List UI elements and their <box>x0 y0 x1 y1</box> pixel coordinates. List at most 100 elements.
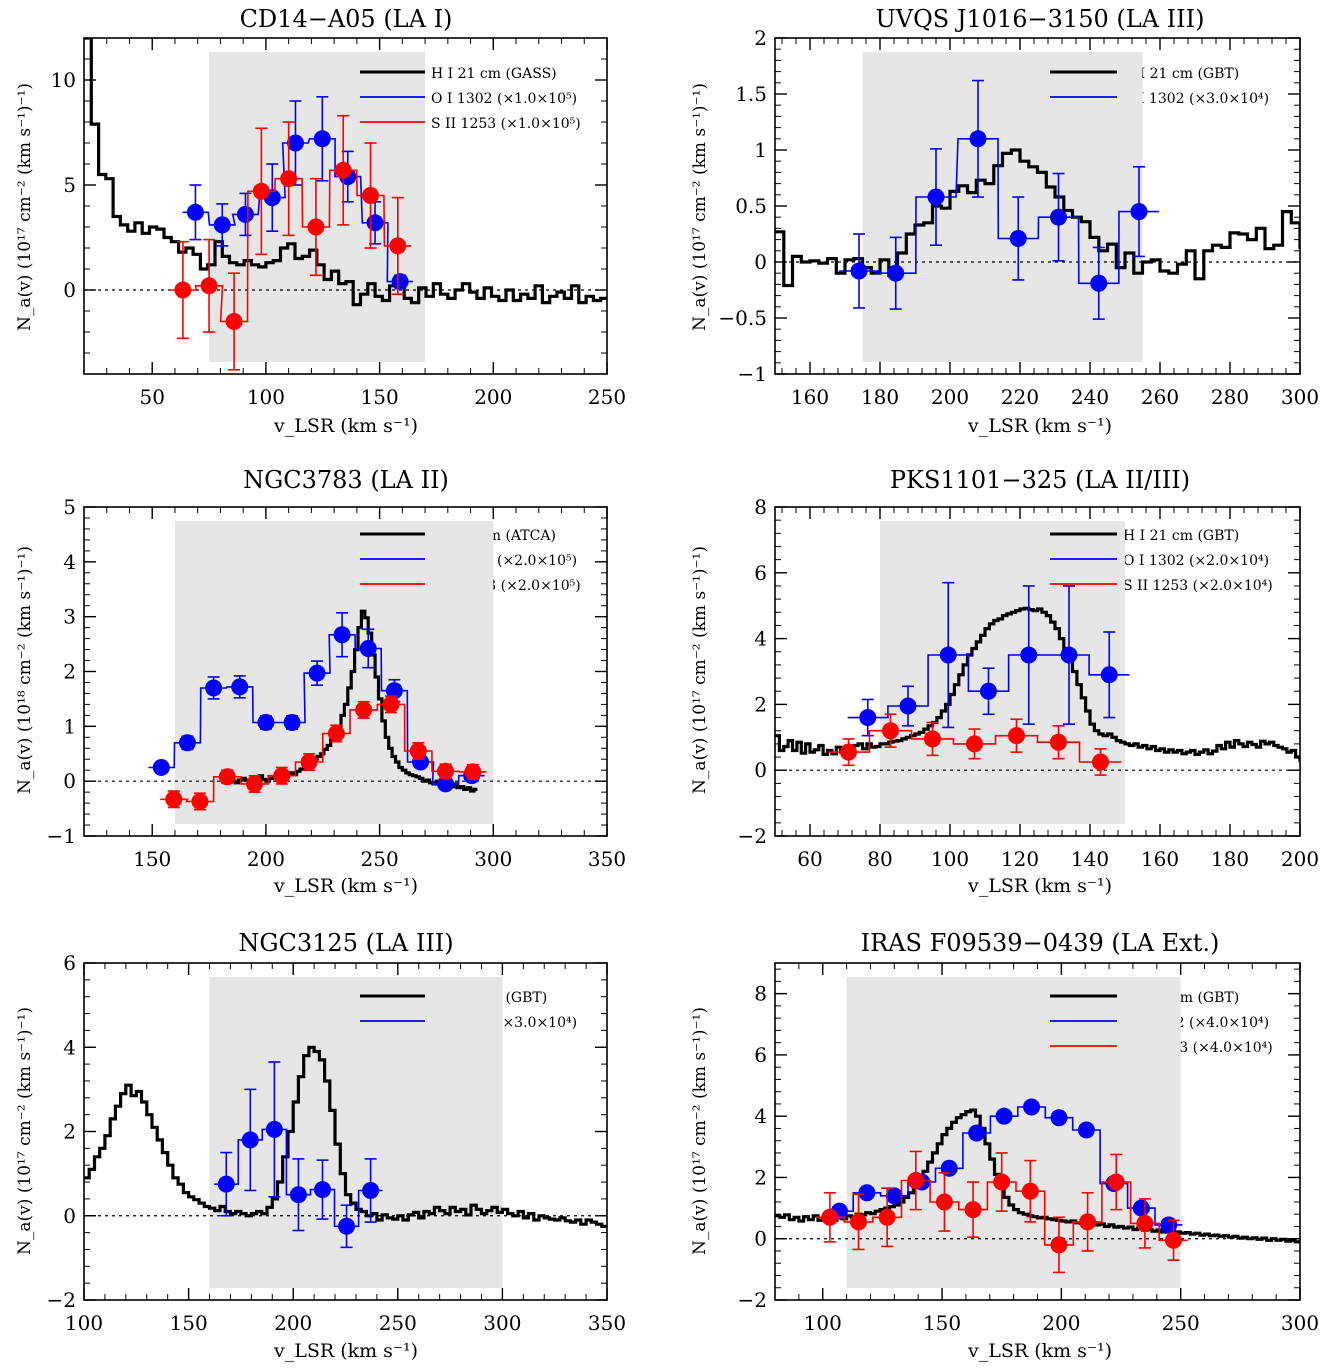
data-point-sii <box>307 218 325 236</box>
panel-uvqs-j1016: UVQS J1016−3150 (LA III) N_a(v) (10¹⁷ cm… <box>690 5 1269 437</box>
data-point-oi <box>286 134 304 152</box>
data-point-sii <box>993 1173 1011 1191</box>
x-tick-label: 200 <box>931 385 969 409</box>
data-point-oi <box>313 130 331 148</box>
x-tick-label: 120 <box>1001 847 1039 871</box>
panel-title: NGC3125 (LA III) <box>238 929 453 957</box>
data-point-oi <box>236 205 254 223</box>
data-point-sii <box>246 775 264 793</box>
y-tick-label: 2 <box>754 692 767 716</box>
shaded-range <box>862 52 1143 362</box>
data-point-oi <box>437 775 455 793</box>
legend-entry-hi: H I 21 cm (GBT) <box>1123 528 1239 544</box>
data-point-oi <box>1060 646 1078 664</box>
y-tick-label: −0.5 <box>718 306 767 330</box>
x-tick-label: 250 <box>379 1311 417 1335</box>
data-point-sii <box>273 767 291 785</box>
data-point-oi <box>980 682 997 700</box>
data-point-sii <box>200 277 218 295</box>
y-tick-label: −1 <box>738 362 767 386</box>
x-tick-label: 280 <box>1211 385 1249 409</box>
x-tick-label: 160 <box>791 385 829 409</box>
x-tick-label: 300 <box>483 1311 521 1335</box>
data-point-sii <box>1136 1214 1154 1232</box>
y-tick-label: 1.5 <box>735 82 767 106</box>
data-point-oi <box>1100 666 1118 684</box>
series-line-hi-21cm <box>775 606 1300 762</box>
data-point-oi <box>1009 229 1027 247</box>
y-axis-label: N_a(v) (10¹⁷ cm⁻² (km s⁻¹)⁻¹) <box>15 1007 35 1255</box>
y-tick-label: 0 <box>63 278 76 302</box>
y-tick-label: 1 <box>63 714 76 738</box>
x-tick-label: 300 <box>1281 1311 1319 1335</box>
legend-entry-oi: O I 1302 (×3.0×10⁴) <box>1123 91 1269 107</box>
data-point-sii <box>389 237 407 255</box>
legend-entry-hi: H I 21 cm (GASS) <box>431 66 557 82</box>
data-point-sii <box>1050 733 1067 751</box>
x-tick-label: 350 <box>588 847 626 871</box>
x-tick-label: 100 <box>247 385 285 409</box>
x-tick-label: 200 <box>274 1311 312 1335</box>
x-tick-label: 100 <box>804 1311 842 1335</box>
y-tick-label: 4 <box>63 1035 76 1059</box>
data-point-oi <box>289 1186 307 1204</box>
data-point-oi <box>858 1184 876 1202</box>
y-axis-label: N_a(v) (10¹⁷ cm⁻² (km s⁻¹)⁻¹) <box>690 1007 710 1255</box>
data-point-oi <box>241 1131 259 1149</box>
data-point-sii <box>821 1208 839 1226</box>
data-point-sii <box>1092 753 1109 771</box>
y-tick-label: 0 <box>754 1227 767 1251</box>
data-point-sii <box>966 735 983 753</box>
data-point-sii <box>1008 727 1025 745</box>
x-tick-label: 350 <box>588 1311 626 1335</box>
data-point-oi <box>1020 646 1038 664</box>
data-point-oi <box>968 1124 986 1142</box>
legend-entry-oi: O I 1302 (×2.0×10⁴) <box>1123 553 1269 569</box>
data-point-sii <box>1079 1213 1097 1231</box>
plot-area-1: 160 180 200 220 240 260 280 300 −1 −0.5 0 0.5 1 1.5 2 <box>718 26 1319 409</box>
plot-frame <box>774 506 1301 837</box>
y-tick-label: 0.5 <box>735 194 767 218</box>
x-tick-label: 240 <box>1071 385 1109 409</box>
x-tick-label: 200 <box>474 385 512 409</box>
y-tick-label: 0 <box>63 1204 76 1228</box>
y-tick-label: 8 <box>754 495 767 519</box>
data-point-sii <box>174 281 192 299</box>
x-tick-label: 180 <box>861 385 899 409</box>
plot-area-4: 100 150 200 250 300 350 −2 0 2 4 6 <box>47 951 627 1335</box>
panel-title: CD14−A05 (LA I) <box>240 5 453 33</box>
data-point-sii <box>1050 1236 1068 1254</box>
plot-area-3: 60 80 100 120 140 160 180 200 −2 0 2 4 6 8 <box>738 495 1320 871</box>
data-point-oi <box>1050 1109 1068 1127</box>
data-point-oi <box>338 1217 356 1235</box>
data-point-oi <box>359 639 377 657</box>
data-point-oi <box>995 1107 1013 1125</box>
data-point-oi <box>1077 1121 1095 1139</box>
x-tick-label: 150 <box>170 1311 208 1335</box>
data-point-oi <box>385 682 403 700</box>
data-point-sii <box>355 701 373 719</box>
data-point-sii <box>840 743 857 761</box>
data-point-sii <box>252 182 270 200</box>
data-point-oi <box>1023 1098 1041 1116</box>
data-point-sii <box>362 187 380 204</box>
y-tick-label: 10 <box>51 68 76 92</box>
data-point-oi <box>213 216 231 234</box>
data-point-oi <box>969 130 987 148</box>
y-tick-label: 6 <box>754 1043 767 1067</box>
data-point-sii <box>280 170 298 188</box>
series-step-oi <box>847 654 1130 719</box>
y-axis-label: N_a(v) (10¹⁷ cm⁻² (km s⁻¹)⁻¹) <box>690 546 710 794</box>
series-line-hi-21cm <box>775 1108 1300 1244</box>
x-tick-label: 140 <box>1071 847 1109 871</box>
data-point-sii <box>191 792 209 810</box>
x-tick-label: 60 <box>797 847 822 871</box>
x-tick-label: 200 <box>247 847 285 871</box>
data-point-oi <box>362 1181 380 1199</box>
legend-entry-sii: S II 1253 (×1.0×10⁵) <box>431 116 581 132</box>
data-point-oi <box>939 646 957 664</box>
x-tick-label: 250 <box>588 385 626 409</box>
plot-area-2: 150 200 250 300 350 −1 0 1 2 3 4 5 <box>47 495 627 871</box>
data-point-oi <box>391 273 409 291</box>
data-point-oi <box>1132 1199 1150 1217</box>
